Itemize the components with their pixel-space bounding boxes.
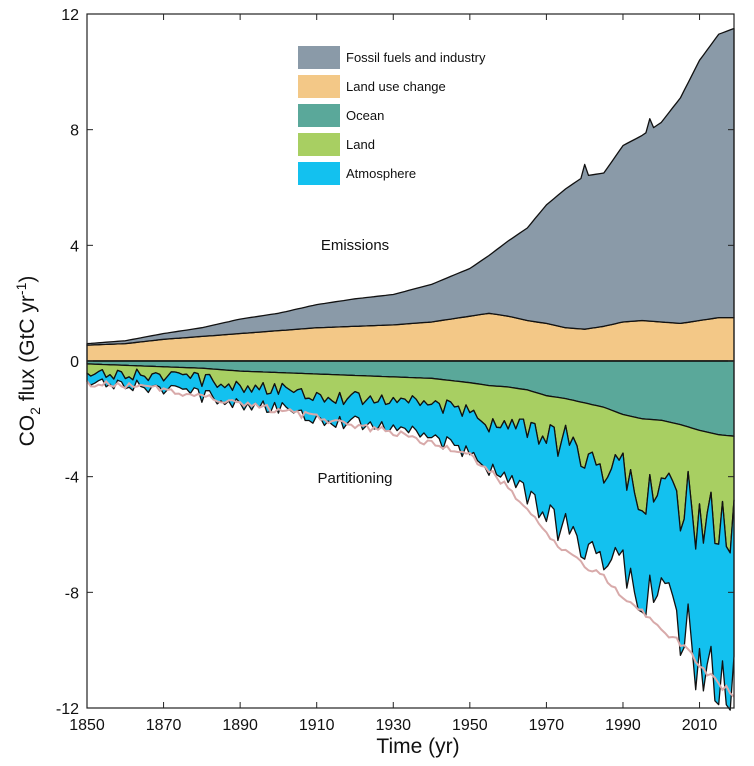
legend-swatch <box>298 162 340 185</box>
y-axis-title-end: ) <box>16 276 39 283</box>
legend-swatch <box>298 133 340 156</box>
legend-label: Atmosphere <box>346 166 416 181</box>
x-tick-label: 1910 <box>299 717 335 734</box>
reference-lines <box>86 379 735 698</box>
legend-label: Fossil fuels and industry <box>346 50 486 65</box>
area-fossil-fuels-and-industry <box>86 27 735 346</box>
y-axis-title: CO2 flux (GtC yr-1) <box>13 276 43 447</box>
legend-label: Ocean <box>346 108 384 123</box>
x-tick-label: 1890 <box>222 717 258 734</box>
x-tick-label: 1950 <box>452 717 488 734</box>
legend-label: Land use change <box>346 79 446 94</box>
emissions-annotation: Emissions <box>321 237 389 254</box>
legend: Fossil fuels and industry Land use change… <box>298 46 486 185</box>
legend-label: Land <box>346 137 375 152</box>
x-axis-title: Time (yr) <box>376 735 459 758</box>
y-axis-title-sub: 2 <box>27 407 43 415</box>
legend-swatch <box>298 104 340 127</box>
y-axis-ticks: -12 -8 -4 0 4 8 12 <box>56 7 734 718</box>
x-axis-ticks: 1850 1870 1890 1910 1930 1950 1970 1990 2010 <box>69 14 717 734</box>
y-tick-label: -8 <box>65 585 79 602</box>
y-axis-title-main: CO <box>16 415 39 447</box>
y-tick-label: 8 <box>70 123 79 140</box>
y-tick-label: 4 <box>70 238 79 255</box>
y-tick-label: 0 <box>70 354 79 371</box>
x-tick-label: 1870 <box>146 717 182 734</box>
x-tick-label: 1850 <box>69 717 105 734</box>
x-tick-label: 1930 <box>375 717 411 734</box>
legend-swatch <box>298 75 340 98</box>
x-tick-label: 1970 <box>529 717 565 734</box>
partitioning-annotation: Partitioning <box>317 470 392 487</box>
y-tick-label: 12 <box>61 7 79 24</box>
x-tick-label: 1990 <box>605 717 641 734</box>
y-tick-label: -4 <box>65 470 79 487</box>
y-axis-title-sup: -1 <box>13 282 29 295</box>
reference-line-0 <box>86 379 735 698</box>
x-tick-label: 2010 <box>682 717 718 734</box>
y-tick-label: -12 <box>56 701 79 718</box>
legend-swatch <box>298 46 340 69</box>
y-axis-title-mid: flux (GtC yr <box>16 295 39 407</box>
